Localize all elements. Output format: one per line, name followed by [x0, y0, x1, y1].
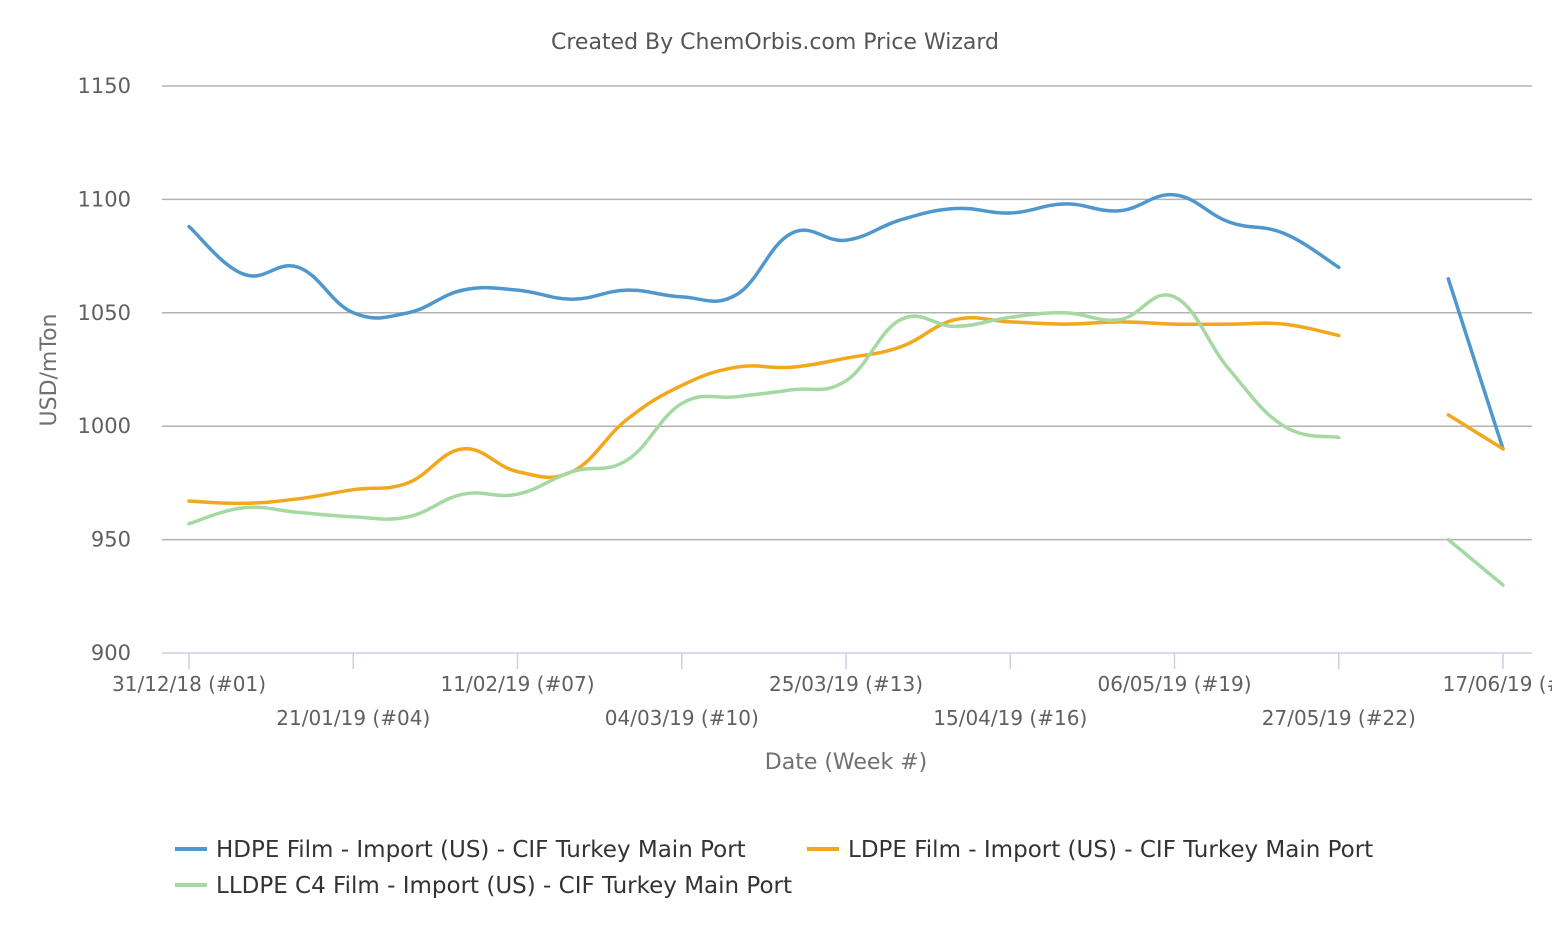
legend-item[interactable]: LLDPE C4 Film - Import (US) - CIF Turkey…: [175, 873, 792, 899]
series-line: [1446, 537, 1505, 587]
legend-item[interactable]: LDPE Film - Import (US) - CIF Turkey Mai…: [807, 837, 1373, 863]
series-layer: [187, 193, 1505, 587]
x-tick-label: 06/05/19 (#19): [1098, 672, 1252, 696]
series-line: [187, 193, 1341, 320]
series-line: [187, 315, 1341, 506]
chart-title: Created By ChemOrbis.com Price Wizard: [551, 30, 999, 55]
x-tick-label: 27/05/19 (#22): [1262, 706, 1416, 730]
series-3: [187, 293, 1505, 587]
legend: HDPE Film - Import (US) - CIF Turkey Mai…: [175, 837, 1373, 899]
series-line: [187, 293, 1341, 526]
x-tick-label: 15/04/19 (#16): [933, 706, 1087, 730]
series-line: [1446, 413, 1505, 451]
y-axis-title: USD/mTon: [37, 314, 62, 427]
x-tick-label: 17/06/19 (#: [1443, 672, 1552, 696]
legend-label: LDPE Film - Import (US) - CIF Turkey Mai…: [848, 837, 1373, 863]
x-axis-title: Date (Week #): [765, 750, 927, 775]
x-tick-label: 31/12/18 (#01): [112, 672, 266, 696]
series-line: [1446, 277, 1505, 451]
y-tick-label: 900: [91, 641, 131, 665]
series-1: [187, 193, 1505, 451]
grid-layer: [162, 85, 1532, 541]
x-tick-label: 25/03/19 (#13): [769, 672, 923, 696]
y-tick-label: 1050: [78, 301, 131, 325]
y-tick-label: 1150: [78, 74, 131, 98]
axis-layer: 900 950 1000 1050 1100 1150 31/12/18 (#01) 21/0…: [78, 74, 1552, 730]
x-tick-label: 04/03/19 (#10): [605, 706, 759, 730]
y-tick-label: 950: [91, 528, 131, 552]
series-2: [187, 315, 1505, 506]
legend-label: HDPE Film - Import (US) - CIF Turkey Mai…: [216, 837, 746, 863]
y-tick-label: 1100: [78, 187, 131, 211]
x-tick-label: 21/01/19 (#04): [276, 706, 430, 730]
y-tick-label: 1000: [78, 414, 131, 438]
x-tick-label: 11/02/19 (#07): [441, 672, 595, 696]
legend-label: LLDPE C4 Film - Import (US) - CIF Turkey…: [216, 873, 792, 899]
legend-item[interactable]: HDPE Film - Import (US) - CIF Turkey Mai…: [175, 837, 746, 863]
